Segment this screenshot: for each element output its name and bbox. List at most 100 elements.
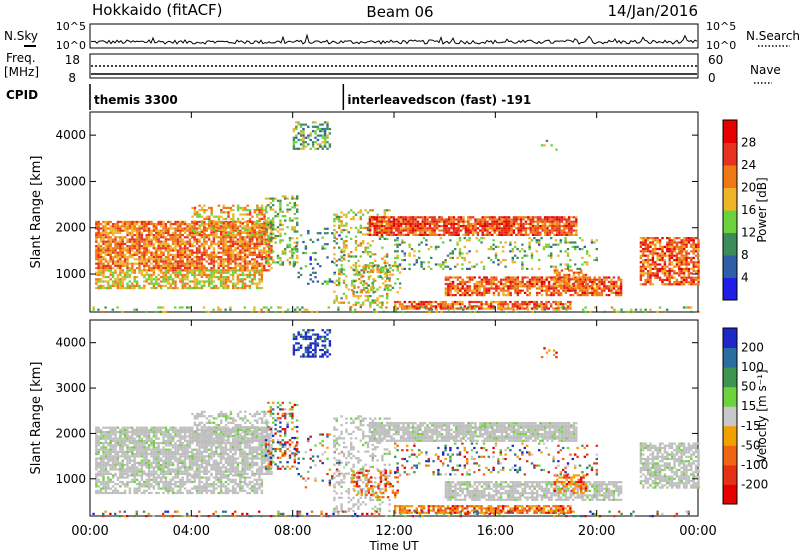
echo-cell [340, 215, 343, 218]
echo-cell [656, 259, 659, 262]
echo-cell [107, 264, 110, 267]
echo-cell [542, 248, 546, 251]
echo-cell [198, 269, 201, 272]
echo-cell [515, 227, 518, 230]
echo-cell [422, 303, 426, 306]
echo-cell [102, 269, 105, 272]
echo-cell [556, 269, 559, 272]
echo-cell [234, 229, 237, 232]
echo-cell [111, 267, 115, 270]
echo-cell [205, 242, 208, 245]
echo-cell [504, 285, 508, 288]
echo-cell [519, 229, 523, 232]
echo-cell [458, 250, 462, 253]
echo-cell [116, 220, 120, 223]
echo-cell [171, 271, 175, 274]
echo-cell [109, 220, 112, 223]
echo-cell [404, 220, 408, 223]
echo-cell [499, 283, 503, 286]
echo-cell [229, 217, 233, 220]
echo-cell [528, 303, 531, 306]
echo-cell [547, 276, 551, 279]
echo-cell [169, 264, 172, 267]
echo-cell [533, 300, 536, 304]
echo-cell [152, 236, 156, 239]
echo-cell [246, 249, 249, 252]
echo-cell [97, 249, 100, 252]
echo-cell [123, 247, 127, 250]
echo-cell [685, 261, 688, 264]
echo-cell [478, 294, 481, 297]
echo-cell [639, 256, 643, 259]
echo-cell [673, 250, 676, 253]
echo-cell [147, 267, 151, 270]
echo-cell [547, 243, 550, 246]
echo-cell [99, 264, 103, 267]
echo-cell [279, 232, 282, 235]
echo-cell [260, 213, 264, 216]
echo-cell [255, 269, 259, 272]
echo-cell [164, 280, 168, 283]
echo-cell [162, 234, 165, 237]
echo-cell [270, 227, 273, 230]
echo-cell [403, 267, 406, 270]
echo-cell [227, 233, 230, 236]
echo-cell [479, 218, 482, 221]
echo-cell [523, 285, 527, 288]
echo-cell [563, 227, 566, 230]
echo-cell [133, 240, 136, 243]
echo-cell [455, 229, 458, 232]
echo-cell [678, 281, 681, 284]
echo-cell [444, 291, 448, 294]
echo-cell [411, 222, 415, 225]
echo-cell [210, 278, 213, 281]
echo-cell [198, 264, 201, 267]
echo-cell [423, 306, 426, 309]
echo-cell [564, 241, 567, 244]
echo-cell [269, 221, 272, 224]
echo-cell [687, 241, 691, 244]
echo-cell [697, 245, 700, 248]
echo-cell [150, 240, 153, 243]
echo-cell [236, 228, 240, 231]
echo-cell [390, 220, 393, 223]
echo-cell [263, 249, 266, 252]
echo-cell [680, 270, 683, 273]
echo-cell [131, 256, 134, 259]
echo-cell [538, 241, 541, 244]
echo-cell [435, 227, 439, 230]
echo-cell [121, 229, 124, 232]
echo-cell [157, 249, 160, 252]
echo-cell [352, 218, 355, 221]
echo-cell [256, 206, 259, 209]
echo-cell [179, 278, 182, 281]
echo-cell [104, 220, 108, 223]
echo-cell [697, 276, 700, 279]
echo-cell [680, 248, 683, 251]
echo-cell [595, 239, 598, 242]
echo-cell [388, 270, 391, 273]
echo-cell [316, 143, 320, 146]
echo-cell [559, 300, 562, 304]
echo-cell [123, 256, 127, 259]
echo-cell [345, 235, 348, 238]
echo-cell [248, 231, 252, 234]
echo-cell [369, 301, 372, 304]
echo-cell [263, 269, 266, 272]
echo-cell [340, 301, 343, 304]
echo-cell [558, 280, 561, 283]
echo-cell [449, 276, 452, 279]
echo-cell [150, 282, 153, 285]
echo-cell [246, 220, 249, 223]
echo-cell [371, 220, 374, 223]
echo-cell [368, 216, 372, 219]
echo-cell [582, 273, 585, 276]
echo-cell [279, 239, 282, 242]
echo-cell [388, 279, 391, 282]
echo-cell [198, 267, 201, 270]
echo-cell [119, 269, 122, 272]
echo-cell [515, 218, 518, 221]
echo-cell [195, 262, 199, 265]
echo-cell [133, 280, 136, 283]
